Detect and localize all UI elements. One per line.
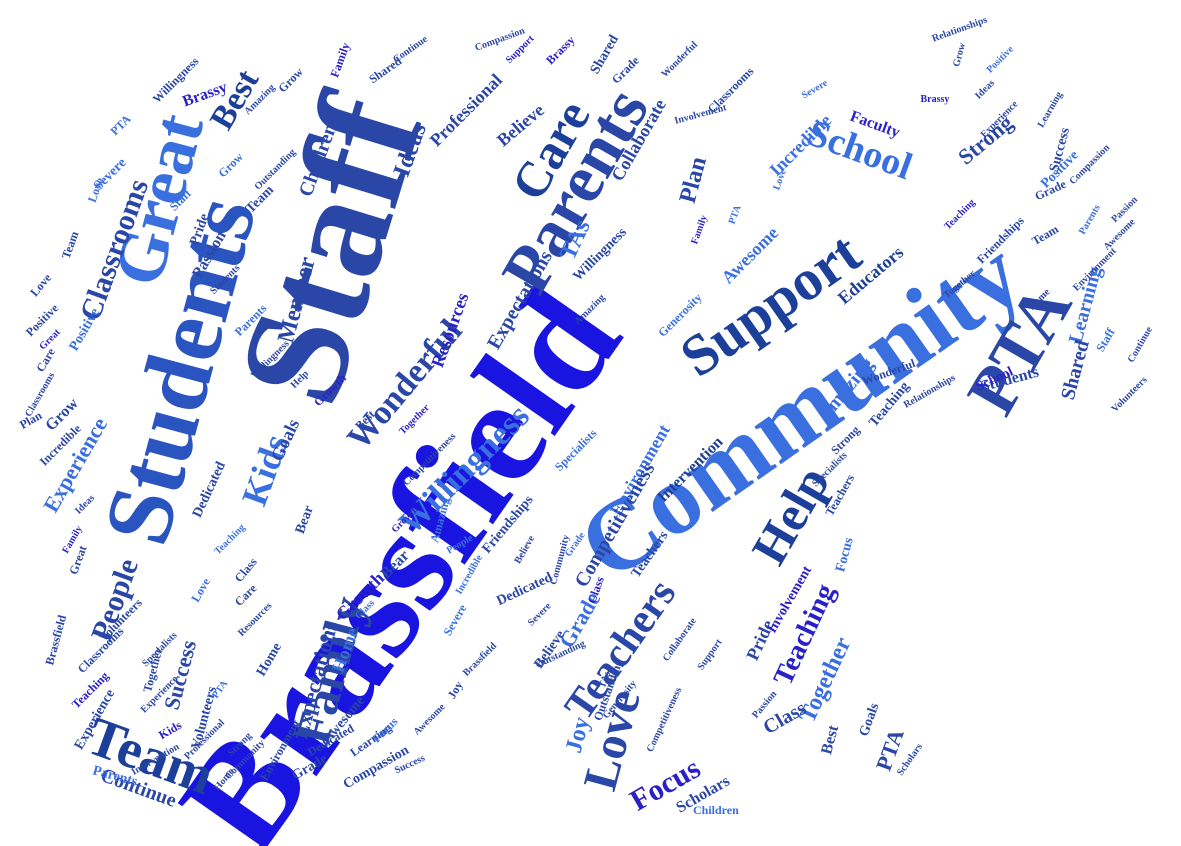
word-cloud-word: Volunteers (1109, 374, 1150, 415)
word-cloud-word: Shared (366, 53, 405, 87)
word-cloud-word: Relationships (930, 14, 989, 45)
word-cloud-word: Brassfield (460, 640, 499, 679)
word-cloud-word: Grade (1032, 176, 1068, 204)
word-cloud-word: Team (58, 229, 82, 261)
word-cloud-word: Brassfield (41, 613, 69, 667)
word-cloud-word: Learning (1035, 89, 1065, 130)
word-cloud-word: Love (26, 270, 54, 300)
word-cloud-word: Family (327, 40, 353, 80)
word-cloud-word: Best (817, 723, 842, 757)
word-cloud-word: Ideas (972, 77, 997, 102)
word-cloud-word: Focus (832, 536, 857, 574)
word-cloud-word: Bear (292, 503, 317, 536)
word-cloud-word: Awesome (411, 701, 448, 738)
word-cloud-word: Brassy (542, 32, 578, 68)
word-cloud-word: Severe (525, 600, 554, 629)
word-cloud-word: Staff (1092, 325, 1118, 355)
word-cloud-word: Care (231, 581, 259, 609)
word-cloud-word: Care (32, 345, 58, 375)
word-cloud-word: Grow (951, 41, 969, 69)
word-cloud-word: Professional (425, 69, 507, 151)
word-cloud-word: Involvement (672, 102, 728, 127)
word-cloud-word: Goals (266, 415, 304, 465)
word-cloud-word: Parents (1076, 202, 1103, 237)
word-cloud-word: Grow (214, 149, 246, 181)
word-cloud-word: Family (689, 213, 710, 246)
word-cloud-word: Positive (984, 43, 1016, 76)
word-cloud-word: Brassy (920, 94, 950, 105)
word-cloud-word: Competitiveness (644, 685, 685, 754)
word-cloud-word: PTA (106, 111, 134, 139)
word-cloud-word: Support (695, 637, 725, 673)
word-cloud-word: Severe (799, 77, 830, 102)
word-cloud-word: Team (1029, 221, 1061, 249)
word-cloud-word: Class (231, 555, 260, 585)
word-cloud-word: Love (187, 575, 213, 605)
word-cloud-word: Wonderful (659, 39, 700, 80)
word-cloud-word: Joy (444, 678, 466, 702)
word-cloud-word: Teaching (211, 522, 247, 558)
word-cloud-word: Grade (608, 53, 642, 87)
word-cloud-word: Continue (1125, 324, 1155, 365)
word-cloud-word: PTA (726, 203, 744, 226)
word-cloud-word: Children (693, 803, 739, 817)
word-cloud-word: Plan (16, 408, 44, 432)
word-cloud-word: Goals (856, 701, 883, 739)
word-cloud-word: Love (84, 175, 107, 205)
word-cloud-word: Plan (674, 154, 712, 206)
word-cloud-word: Awesome (1101, 216, 1138, 253)
word-cloud-word: Community (547, 533, 572, 586)
